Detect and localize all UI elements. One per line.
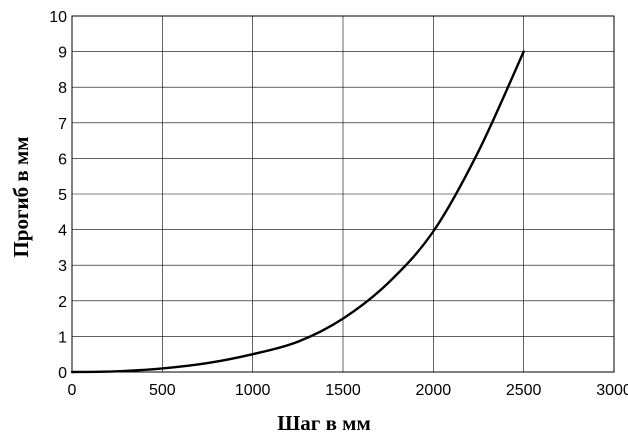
x-tick-label: 1000 — [235, 382, 271, 399]
y-tick-label: 4 — [58, 223, 67, 240]
y-axis-title: Прогиб в мм — [9, 136, 33, 257]
y-tick-labels: 0 1 2 3 4 5 6 7 8 9 10 — [49, 9, 67, 382]
x-tick-labels: 0 500 1000 1500 2000 2500 3000 — [68, 382, 628, 399]
x-tick-label: 1500 — [325, 382, 361, 399]
x-tick-label: 3000 — [596, 382, 628, 399]
y-tick-label: 6 — [58, 151, 67, 168]
y-tick-label: 9 — [58, 45, 67, 62]
y-tick-label: 2 — [58, 294, 67, 311]
y-tick-label: 7 — [58, 116, 67, 133]
x-tick-label: 2500 — [506, 382, 542, 399]
x-tick-label: 0 — [68, 382, 77, 399]
y-tick-label: 8 — [58, 80, 67, 97]
plot-frame — [71, 15, 615, 373]
y-tick-label: 0 — [58, 365, 67, 382]
y-tick-label: 5 — [58, 187, 67, 204]
deflection-curve — [70, 50, 525, 374]
series-layer — [70, 50, 525, 374]
x-tick-label: 2000 — [416, 382, 452, 399]
x-axis-title: Шаг в мм — [277, 411, 371, 435]
y-tick-label: 3 — [58, 258, 67, 275]
x-tick-label: 500 — [149, 382, 176, 399]
y-tick-label: 1 — [58, 329, 67, 346]
y-tick-label: 10 — [49, 9, 67, 26]
